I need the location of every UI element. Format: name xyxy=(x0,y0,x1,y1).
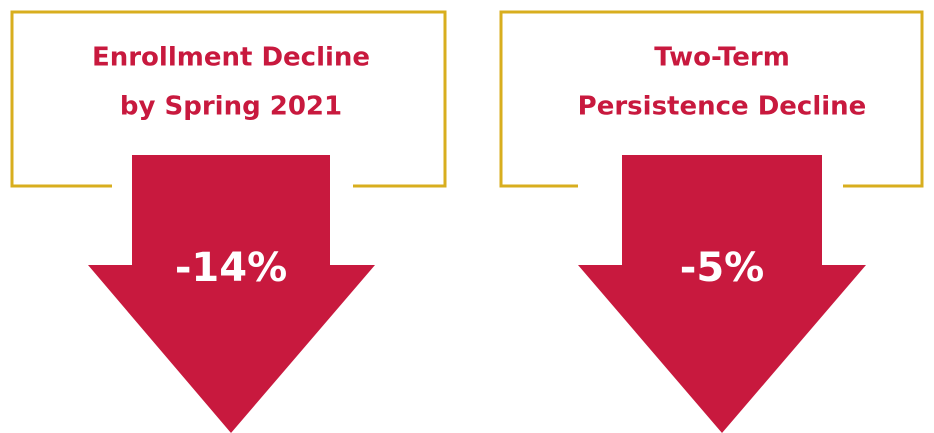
down-arrow xyxy=(578,155,866,433)
panel-title: by Spring 2021 xyxy=(120,92,342,122)
panel-title: Two-Term xyxy=(654,43,790,73)
panel-title: Persistence Decline xyxy=(578,92,867,122)
panel: Two-Term Persistence Decline -5% xyxy=(499,10,924,433)
panel: Enrollment Decline by Spring 2021 -14% xyxy=(10,10,447,433)
panel-value: -5% xyxy=(680,245,765,291)
frame xyxy=(10,10,447,188)
frame xyxy=(499,10,924,188)
panel-value: -14% xyxy=(175,245,287,291)
down-arrow xyxy=(88,155,375,433)
panel-title: Enrollment Decline xyxy=(92,43,370,73)
